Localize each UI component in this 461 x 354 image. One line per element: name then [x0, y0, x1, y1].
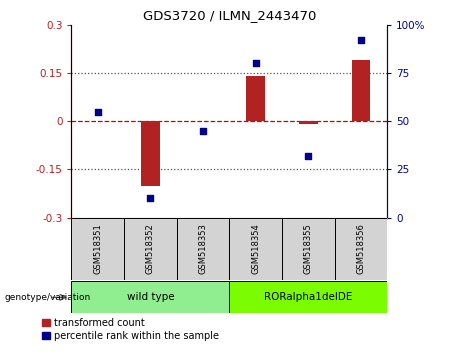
- Bar: [71, 281, 229, 313]
- Bar: [229, 281, 387, 313]
- Text: GSM518352: GSM518352: [146, 223, 155, 274]
- Legend: transformed count, percentile rank within the sample: transformed count, percentile rank withi…: [42, 318, 219, 341]
- Bar: [71, 218, 124, 280]
- Text: genotype/variation: genotype/variation: [5, 293, 91, 302]
- Point: [305, 153, 312, 159]
- Bar: [299, 121, 318, 125]
- Point: [357, 38, 365, 43]
- Text: GSM518351: GSM518351: [93, 223, 102, 274]
- Bar: [124, 218, 177, 280]
- Bar: [335, 218, 387, 280]
- Point: [252, 61, 260, 66]
- Point: [199, 128, 207, 134]
- Bar: [177, 218, 229, 280]
- Title: GDS3720 / ILMN_2443470: GDS3720 / ILMN_2443470: [142, 9, 316, 22]
- Text: GSM518353: GSM518353: [199, 223, 207, 274]
- Bar: [352, 60, 370, 121]
- Text: GSM518356: GSM518356: [356, 223, 366, 274]
- Text: GSM518355: GSM518355: [304, 223, 313, 274]
- Point: [147, 195, 154, 201]
- Bar: [141, 121, 160, 185]
- Point: [94, 109, 101, 114]
- Text: GSM518354: GSM518354: [251, 223, 260, 274]
- Bar: [282, 218, 335, 280]
- Bar: [247, 76, 265, 121]
- Bar: [229, 218, 282, 280]
- Text: RORalpha1delDE: RORalpha1delDE: [264, 292, 353, 302]
- Text: wild type: wild type: [127, 292, 174, 302]
